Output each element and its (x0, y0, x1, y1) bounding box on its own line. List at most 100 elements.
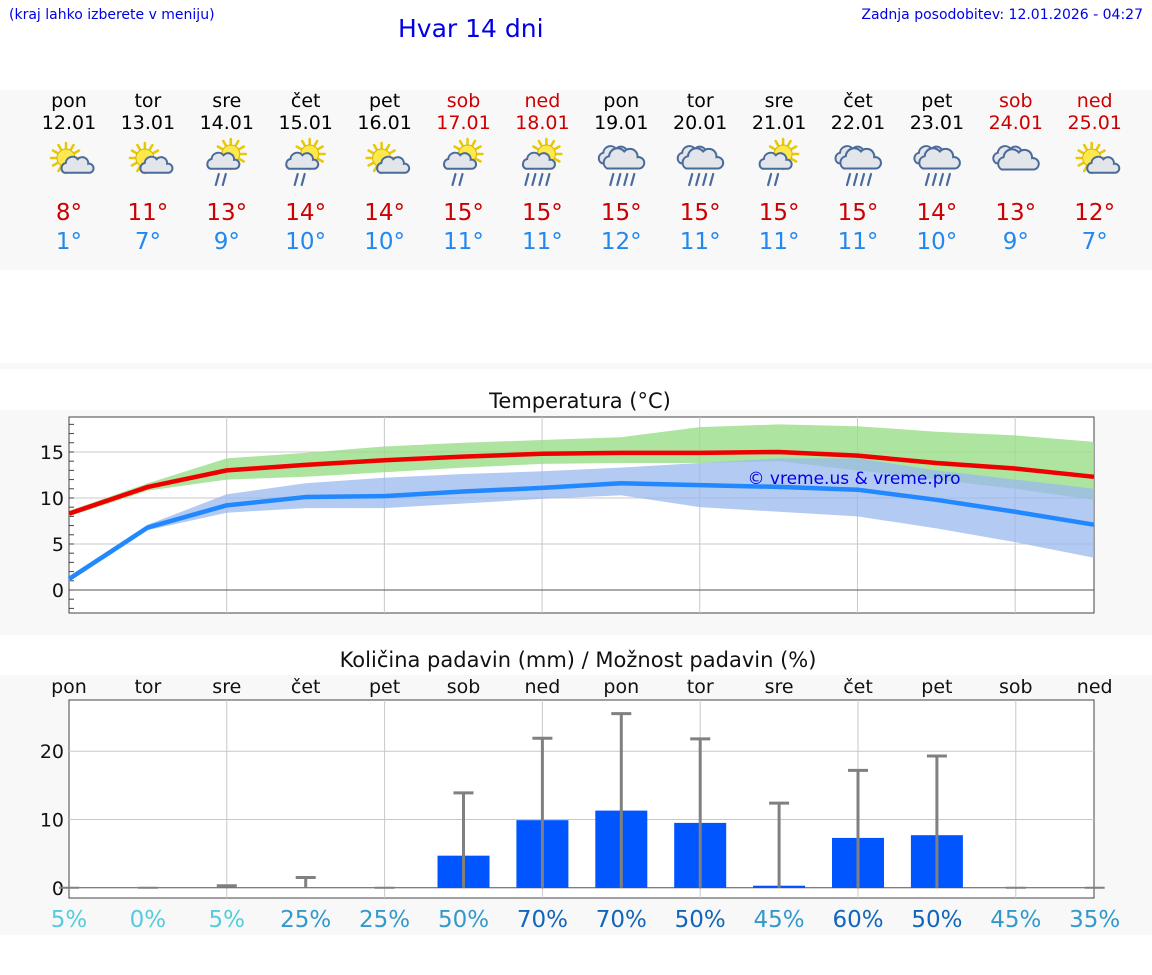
sun-ray (537, 139, 543, 147)
rain-drop (458, 172, 464, 187)
day-name: pet (921, 90, 952, 112)
sun-ray (73, 149, 81, 155)
min-temp: 10° (364, 229, 405, 255)
day-date: 17.01 (436, 112, 490, 134)
day-label: tor (134, 676, 161, 698)
sun-ray (317, 145, 324, 151)
rain-drop (695, 172, 701, 187)
sun-ray (768, 145, 776, 151)
y-tick-label: 10 (40, 809, 64, 831)
max-temp: 15° (443, 200, 484, 226)
sun-cloud-icon (365, 141, 411, 175)
day-name: pet (369, 90, 400, 112)
cloud-shape (758, 151, 793, 170)
rain-drop (709, 172, 715, 187)
sun-ray (295, 145, 303, 151)
day-name: sob (447, 90, 481, 112)
max-temp: 15° (601, 200, 642, 226)
sun-ray (300, 139, 306, 147)
watermark: © vreme.us & vreme.pro (747, 469, 960, 489)
day-label: ned (1077, 676, 1113, 698)
max-temp: 14° (917, 200, 958, 226)
sun-ray (51, 161, 59, 167)
min-temp: 11° (522, 229, 563, 255)
forecast-band (0, 90, 1152, 270)
min-temp: 9° (1003, 229, 1029, 255)
sun-ray (222, 139, 228, 147)
sun-ray (367, 161, 375, 167)
rain-drop (451, 172, 457, 187)
day-name: čet (843, 90, 873, 112)
day-label: sre (765, 676, 794, 698)
sun-cloud-icon (49, 141, 95, 175)
rain-drop (859, 172, 866, 187)
day-name: tor (134, 90, 161, 112)
rain-drop (702, 172, 708, 187)
precip-probability: 0% (130, 907, 167, 933)
sun-ray (136, 143, 142, 151)
rain-drop (214, 172, 220, 187)
day-date: 18.01 (515, 112, 569, 134)
min-temp: 11° (680, 229, 721, 255)
cloud-shape (285, 151, 320, 170)
day-date: 16.01 (357, 112, 411, 134)
cloud-heavy-rain-icon (913, 145, 961, 187)
rain-drop (300, 172, 306, 187)
day-label: tor (687, 676, 714, 698)
min-temp: 9° (214, 229, 240, 255)
day-label: sre (212, 676, 241, 698)
sun-cloud-rain-icon (206, 137, 248, 187)
min-temp: 11° (759, 229, 800, 255)
precip-probability: 25% (280, 907, 331, 933)
sun-ray (1099, 149, 1106, 155)
day-date: 13.01 (121, 112, 175, 134)
day-date: 25.01 (1067, 112, 1121, 134)
rain-drop (766, 172, 773, 187)
sun-ray (216, 145, 224, 151)
day-date: 21.01 (752, 112, 806, 134)
cloud-shape (139, 155, 174, 174)
chart-title: Količina padavin (mm) / Možnost padavin … (340, 648, 817, 672)
sun-ray (51, 149, 59, 155)
rain-drop (609, 172, 615, 187)
day-name: sre (212, 90, 241, 112)
rain-drop (545, 172, 551, 187)
day-name: ned (1077, 90, 1113, 112)
sun-ray (317, 157, 324, 163)
rain-drop (221, 172, 227, 187)
max-temp: 12° (1074, 200, 1115, 226)
rain-drop (931, 172, 938, 187)
sun-ray (238, 157, 246, 163)
rain-drop (623, 172, 629, 187)
sun-ray (1095, 143, 1101, 151)
precip-probability: 5% (51, 907, 88, 933)
chart-title: Temperatura (°C) (488, 389, 671, 413)
sun-ray (1077, 161, 1085, 167)
sun-ray (130, 149, 138, 155)
daily-forecast-strip: pon12.018°1°tor13.0111°7°sre14.0113°9°če… (42, 90, 1122, 255)
rain-drop (866, 172, 873, 187)
y-tick-label: 20 (40, 741, 64, 763)
day-name: tor (687, 90, 714, 112)
sun-ray (474, 157, 482, 163)
cloud-shape (918, 147, 961, 170)
y-tick-label: 5 (52, 534, 64, 556)
min-temp: 12° (601, 229, 642, 255)
cloud-shape (839, 147, 882, 170)
sun-cloud-rain-icon (758, 137, 800, 187)
day-name: čet (291, 90, 321, 112)
day-label: pon (51, 676, 87, 698)
day-date: 14.01 (200, 112, 254, 134)
location-hint: (kraj lahko izberete v meniju) (9, 7, 215, 23)
separator-band (0, 363, 1152, 369)
precip-probability: 5% (209, 907, 246, 933)
rain-drop (945, 172, 952, 187)
sun-cloud-rain-icon (443, 137, 484, 187)
day-name: ned (525, 90, 561, 112)
max-temp: 14° (285, 200, 326, 226)
day-date: 23.01 (910, 112, 964, 134)
cloud-icon (992, 145, 1040, 171)
min-temp: 10° (285, 229, 326, 255)
max-temp: 15° (522, 200, 563, 226)
sun-ray (372, 143, 378, 151)
